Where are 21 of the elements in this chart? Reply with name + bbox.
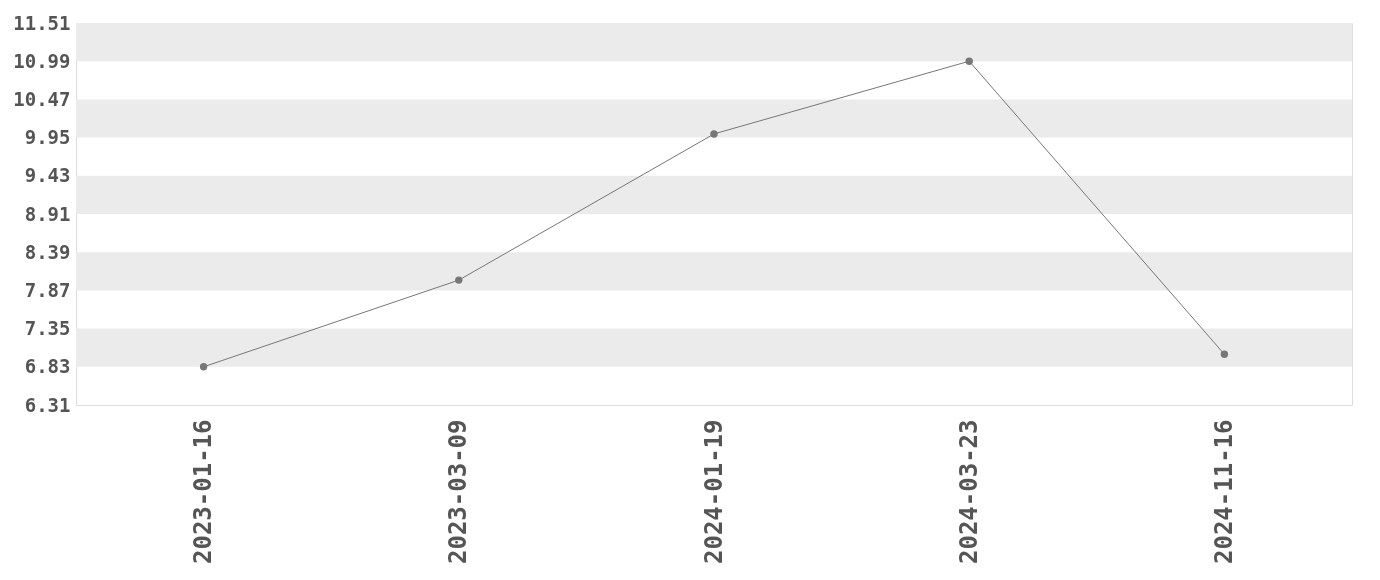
y-tick-label: 10.99 bbox=[13, 49, 71, 72]
x-tick-label: 2024-03-23 bbox=[954, 419, 983, 564]
y-tick-label: 7.87 bbox=[24, 278, 71, 301]
point bbox=[965, 57, 973, 65]
point bbox=[199, 363, 208, 371]
point bbox=[455, 276, 463, 284]
y-tick-label: 9.43 bbox=[24, 164, 71, 187]
x-tick-label: 2024-01-19 bbox=[699, 419, 728, 564]
y-tick-label: 10.47 bbox=[13, 87, 71, 110]
y-tick-label: 11.51 bbox=[13, 11, 71, 34]
y-tick-label: 7.35 bbox=[24, 317, 71, 340]
x-tick-label: 2023-03-09 bbox=[444, 419, 473, 564]
y-tick-label: 9.95 bbox=[24, 126, 71, 149]
y-tick-label: 6.83 bbox=[24, 355, 71, 378]
point bbox=[1220, 350, 1229, 359]
y-tick-label: 8.39 bbox=[24, 240, 71, 263]
x-tick-label: 2023-01-16 bbox=[189, 419, 218, 564]
y-tick-label: 8.91 bbox=[24, 202, 71, 225]
point bbox=[710, 130, 718, 138]
x-tick-label: 2024-11-16 bbox=[1209, 419, 1238, 564]
y-tick-label: 6.31 bbox=[24, 393, 71, 416]
